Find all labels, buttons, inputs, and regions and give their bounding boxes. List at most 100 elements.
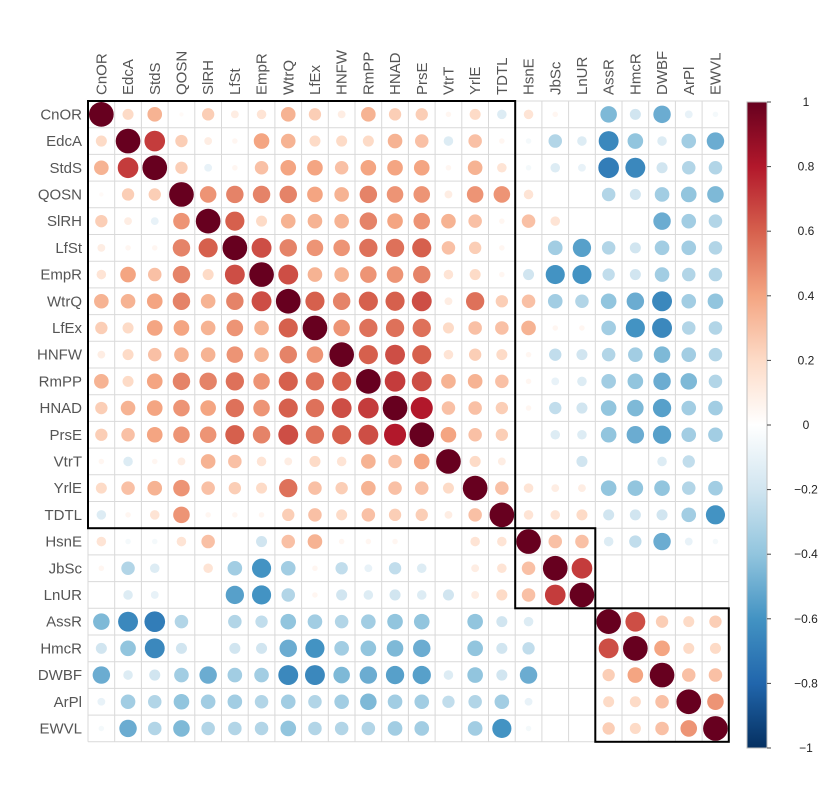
correlation-circle-HNFW-LfEx xyxy=(306,346,324,363)
correlation-circle-EdcA-CnOR xyxy=(95,135,107,147)
column-label: VtrT xyxy=(440,67,457,95)
correlation-circle-LfSt-LnUR xyxy=(572,238,592,258)
correlation-circle-LfSt-LfEx xyxy=(306,239,324,257)
row-label: RmPP xyxy=(39,373,82,390)
correlation-circle-VtrT-HNAD xyxy=(388,454,402,469)
correlation-circle-RmPP-TDTL xyxy=(495,374,509,389)
correlation-circle-StdS-SlRH xyxy=(204,163,213,172)
correlation-circle-SlRH-RmPP xyxy=(359,212,378,230)
correlation-circle-ArPl-QOSN xyxy=(173,693,190,710)
correlation-circle-EdcA-ArPl xyxy=(681,133,697,149)
correlation-circle-LfSt-VtrT xyxy=(441,241,456,255)
correlation-circle-CnOR-LfSt xyxy=(230,110,239,119)
correlation-circle-HmcR-RmPP xyxy=(360,640,377,657)
correlation-circle-LfEx-HNFW xyxy=(333,319,350,337)
correlation-circle-EdcA-LnUR xyxy=(577,136,587,146)
correlation-circle-DWBF-HmcR xyxy=(627,667,644,683)
correlation-circle-YrlE-StdS xyxy=(147,480,163,496)
correlation-circle-LfSt-HmcR xyxy=(629,242,641,254)
row-label: AssR xyxy=(46,614,82,631)
correlation-circle-YrlE-EdcA xyxy=(121,481,135,495)
correlation-circle-AssR-RmPP xyxy=(361,614,376,629)
correlation-circle-RmPP-WtrQ xyxy=(278,371,298,391)
correlation-circle-SlRH-StdS xyxy=(150,217,159,226)
correlation-circle-EWVL-QOSN xyxy=(173,720,190,737)
correlation-circle-CnOR-YrlE xyxy=(469,108,481,120)
correlation-circle-EmpR-DWBF xyxy=(654,267,670,282)
correlation-circle-LfSt-RmPP xyxy=(359,238,378,258)
correlation-circle-QOSN-RmPP xyxy=(359,185,378,204)
correlation-circle-EmpR-EmpR xyxy=(249,262,274,287)
correlation-circle-JbSc-HNAD xyxy=(388,562,402,575)
correlation-circle-LnUR-YrlE xyxy=(471,591,480,599)
cluster-box xyxy=(594,607,730,743)
correlation-circle-StdS-VtrT xyxy=(445,164,452,171)
correlation-circle-EWVL-HNFW xyxy=(334,721,349,736)
correlation-circle-AssR-YrlE xyxy=(467,613,483,630)
correlation-circle-HsnE-SlRH xyxy=(201,534,215,549)
correlation-circle-HNFW-HNAD xyxy=(385,344,406,365)
correlation-circle-EmpR-RmPP xyxy=(360,266,377,283)
correlation-circle-EmpR-WtrQ xyxy=(278,264,299,285)
correlation-circle-EWVL-WtrQ xyxy=(280,720,297,737)
correlation-circle-HNAD-HNFW xyxy=(331,398,352,419)
correlation-circle-RmPP-RmPP xyxy=(356,369,381,394)
correlation-circle-ArPl-VtrT xyxy=(442,695,455,708)
correlation-circle-DWBF-StdS xyxy=(149,669,161,681)
correlation-circle-HNAD-YrlE xyxy=(468,401,482,415)
correlation-circle-LfSt-ArPl xyxy=(681,240,697,256)
correlation-circle-WtrQ-CnOR xyxy=(94,293,109,309)
correlation-circle-LfSt-LfSt xyxy=(222,235,248,261)
correlation-circle-WtrQ-HNFW xyxy=(332,292,351,310)
correlation-circle-RmPP-CnOR xyxy=(94,374,109,389)
correlation-circle-TDTL-LfEx xyxy=(308,508,322,522)
correlation-circle-TDTL-DWBF xyxy=(656,509,668,521)
correlation-circle-AssR-StdS xyxy=(144,611,166,632)
correlation-circle-QOSN-WtrQ xyxy=(279,185,297,204)
correlation-circle-LfSt-QOSN xyxy=(172,239,191,257)
correlation-circle-DWBF-EWVL xyxy=(708,668,723,682)
correlation-circle-HNFW-LnUR xyxy=(576,349,588,361)
correlation-circle-StdS-DWBF xyxy=(656,162,668,174)
correlation-circle-QOSN-VtrT xyxy=(444,190,453,199)
correlation-circle-YrlE-SlRH xyxy=(201,481,215,495)
correlation-circle-HmcR-ArPl xyxy=(683,642,695,654)
row-label: PrsE xyxy=(49,427,82,444)
correlation-circle-AssR-EdcA xyxy=(118,611,139,632)
correlation-circle-CnOR-RmPP xyxy=(361,107,376,122)
correlation-circle-HmcR-TDTL xyxy=(496,642,508,654)
correlation-circle-QOSN-HsnE xyxy=(523,189,534,200)
colorbar-tick-label: −0.6 xyxy=(794,612,818,626)
correlation-circle-HsnE-LnUR xyxy=(575,534,589,549)
correlation-circle-LfSt-HNAD xyxy=(385,238,405,258)
column-label: RmPP xyxy=(360,52,377,95)
correlation-circle-WtrQ-EWVL xyxy=(707,293,724,310)
correlation-circle-VtrT-SlRH xyxy=(200,454,216,469)
correlation-circle-JbSc-JbSc xyxy=(542,555,568,581)
correlation-circle-LfEx-ArPl xyxy=(681,321,696,335)
correlation-circle-SlRH-HsnE xyxy=(521,214,536,228)
correlation-circle-HsnE-QOSN xyxy=(176,536,187,547)
correlation-circle-EmpR-JbSc xyxy=(545,264,565,285)
correlation-circle-AssR-CnOR xyxy=(93,613,110,630)
correlation-circle-HmcR-PrsE xyxy=(413,639,431,658)
correlation-circle-WtrQ-LfEx xyxy=(305,291,325,311)
correlation-circle-LnUR-RmPP xyxy=(363,590,374,600)
correlation-circle-WtrQ-HNAD xyxy=(385,291,405,311)
correlation-circle-EWVL-YrlE xyxy=(467,721,483,736)
correlation-circle-AssR-QOSN xyxy=(174,614,189,629)
correlation-circle-RmPP-HmcR xyxy=(627,373,644,390)
column-label: HNFW xyxy=(334,49,351,95)
correlation-circle-TDTL-HNFW xyxy=(336,509,348,521)
correlation-circle-TDTL-YrlE xyxy=(468,508,482,522)
correlation-circle-LnUR-VtrT xyxy=(442,589,454,601)
correlation-circle-EWVL-AssR xyxy=(602,722,615,735)
correlation-circle-QOSN-StdS xyxy=(148,188,161,201)
correlation-circle-HNAD-StdS xyxy=(146,400,163,416)
correlation-circle-SlRH-HNFW xyxy=(334,213,349,229)
correlation-circle-VtrT-HNFW xyxy=(336,456,347,467)
correlation-circle-LnUR-StdS xyxy=(150,591,159,599)
correlation-circle-PrsE-HmcR xyxy=(626,426,645,444)
correlation-circle-HmcR-LfSt xyxy=(229,642,241,654)
correlation-circle-LfSt-WtrQ xyxy=(279,239,297,257)
